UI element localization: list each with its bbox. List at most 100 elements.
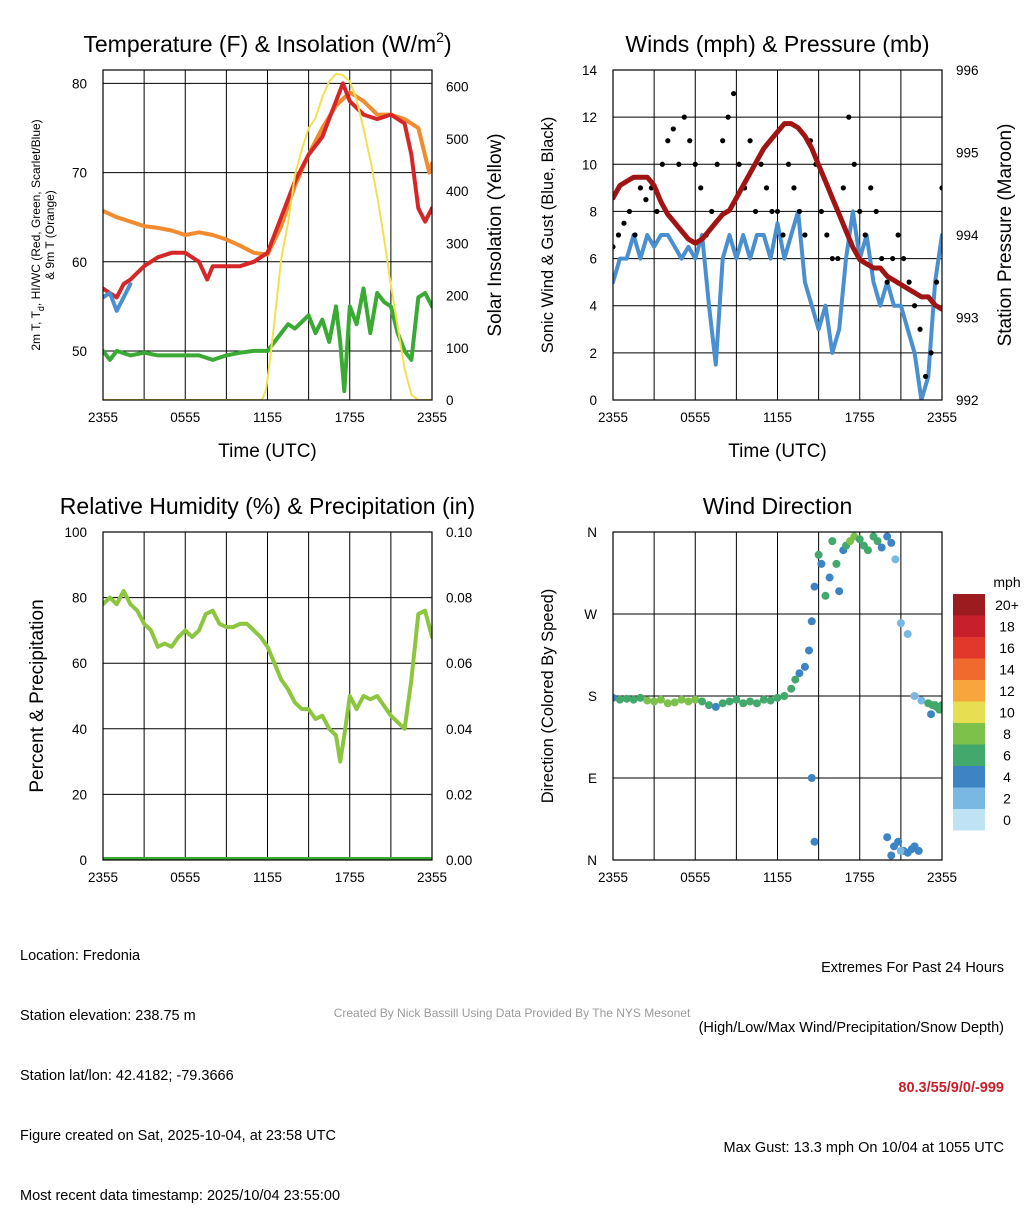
x-tick-label: 1755: [335, 870, 365, 885]
gust-point: [879, 255, 885, 262]
gust-point: [906, 279, 912, 285]
direction-point: [828, 537, 837, 546]
y2-tick-label: 995: [956, 146, 979, 161]
y-tick-label: 60: [72, 255, 87, 270]
station-latlon: Station lat/lon: 42.4182; -79.3666: [20, 1068, 234, 1084]
direction-point: [752, 699, 761, 708]
legend-swatch: [953, 701, 985, 723]
direction-point: [656, 695, 665, 704]
plot-frame: [102, 69, 433, 401]
gust-point: [613, 244, 616, 250]
y-axis-label: Direction (Colored By Speed): [539, 589, 557, 804]
x-tick-label: 1155: [253, 410, 282, 425]
y2-tick-label: 994: [956, 228, 979, 243]
gust-point: [928, 350, 934, 356]
x-tick-label: 0555: [680, 410, 710, 425]
gust-point: [654, 208, 660, 215]
gust-point: [709, 208, 715, 215]
y-tick-label: 50: [72, 344, 87, 359]
gust-point: [774, 208, 781, 215]
gust-point: [917, 326, 923, 332]
series-line-wind-chill: [103, 282, 133, 313]
direction-point: [903, 630, 912, 639]
y-tick-label: 80: [72, 76, 87, 91]
station-location: Location: Fredonia: [20, 948, 141, 964]
gust-point: [698, 185, 704, 191]
gust-point: [884, 279, 890, 285]
gust-point: [802, 232, 808, 238]
gust-point: [933, 279, 940, 285]
extremes-values: 80.3/55/9/0/-999: [898, 1080, 1004, 1096]
gust-point: [692, 161, 698, 167]
gust-point: [939, 185, 942, 191]
gust-point: [626, 208, 633, 215]
panel-temperature: Temperature (F) & Insolation (W/m2) 2355 0…: [29, 29, 506, 462]
y-tick-label: 14: [582, 63, 598, 78]
gust-point: [780, 232, 786, 238]
direction-point: [887, 538, 896, 547]
y2-tick-label: 300: [446, 236, 469, 251]
direction-point: [780, 692, 789, 700]
legend-label: 16: [999, 640, 1015, 656]
gust-point: [862, 232, 868, 238]
legend-swatch: [953, 744, 985, 766]
direction-point: [787, 684, 796, 693]
gust-point: [846, 114, 852, 120]
direction-point: [629, 695, 638, 704]
max-gust: Max Gust: 13.3 mph On 10/04 at 1055 UTC: [723, 1140, 1004, 1156]
legend-swatch: [953, 680, 985, 702]
extremes-panel: Extremes For Past 24 Hours (High/Low/Max…: [699, 918, 1004, 1178]
x-tick-label: 1755: [845, 410, 875, 425]
y-tick-label: 4: [589, 299, 597, 314]
legend-label: 20+: [995, 597, 1019, 613]
direction-point: [643, 696, 652, 705]
y2-axis-label: Station Pressure (Maroon): [995, 124, 1016, 347]
panel-humidity: Relative Humidity (%) & Precipitation (i…: [27, 493, 475, 885]
y-axis-label: Percent & Precipitation: [27, 599, 48, 792]
x-tick-label: 2355: [927, 410, 957, 425]
series-line-dewpoint: [103, 286, 432, 394]
legend-swatch: [953, 658, 985, 680]
direction-point: [814, 550, 823, 559]
direction-point: [746, 697, 755, 706]
y-tick-label: 0: [79, 853, 87, 868]
direction-point: [711, 702, 720, 711]
plot-frame: [612, 531, 943, 861]
plot-frame: [612, 69, 943, 401]
gust-point: [911, 303, 918, 309]
legend-title: mph: [993, 574, 1020, 590]
y2-tick-label: 0: [446, 393, 454, 408]
gust-point: [676, 161, 682, 167]
y2-tick-label: 0.06: [446, 656, 472, 671]
legend-label: 6: [1003, 748, 1011, 764]
ylabel-subscript: d: [36, 306, 46, 311]
direction-point: [887, 851, 896, 860]
direction-point: [805, 646, 814, 655]
direction-point: [732, 695, 741, 704]
x-axis-label: Time (UTC): [218, 441, 317, 462]
legend-label: 10: [999, 705, 1015, 721]
chart-title-sup: 2: [436, 29, 444, 45]
legend-swatch: [953, 615, 985, 637]
y-tick-label: 6: [589, 252, 597, 267]
direction-point: [622, 694, 631, 703]
direction-point: [677, 695, 686, 704]
direction-point: [795, 669, 804, 678]
direction-point: [670, 698, 679, 707]
x-tick-label: 2355: [598, 410, 628, 425]
direction-point: [896, 846, 905, 855]
gust-point: [796, 208, 803, 215]
direction-point: [636, 693, 645, 702]
chart-title: Relative Humidity (%) & Precipitation (i…: [60, 493, 475, 519]
legend-label: 18: [999, 619, 1015, 635]
gust-point: [752, 208, 759, 215]
y-tick-label: W: [584, 607, 597, 622]
direction-point: [835, 587, 844, 596]
x-tick-label: 1155: [763, 410, 792, 425]
gust-point: [890, 255, 896, 262]
direction-point: [832, 559, 841, 568]
series-line-2m-t: [103, 81, 432, 300]
gust-point: [818, 208, 824, 215]
chart-title: Winds (mph) & Pressure (mb): [625, 31, 929, 57]
x-tick-label: 2355: [88, 410, 118, 425]
